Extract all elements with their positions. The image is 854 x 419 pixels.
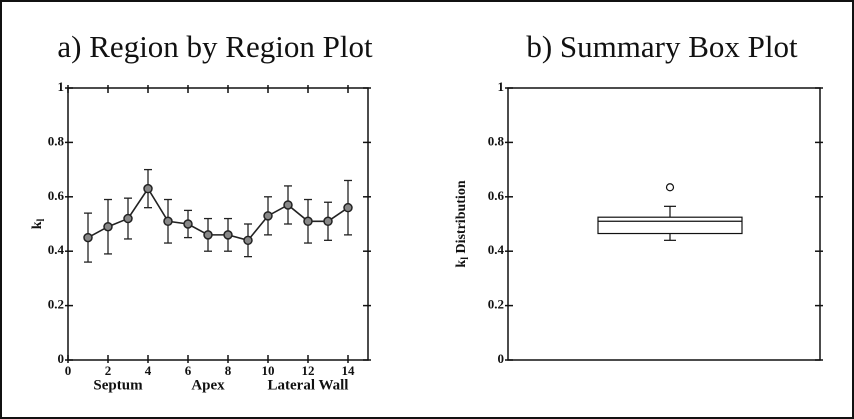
marker — [223, 230, 233, 240]
panel-title: b) Summary Box Plot — [526, 29, 798, 64]
y-tick-label: 0.2 — [488, 297, 504, 312]
y-tick-label: 0.6 — [48, 188, 65, 203]
x-tick-label: 10 — [262, 363, 275, 378]
y-axis-label: kl — [30, 218, 47, 229]
y-label-subscript: l — [36, 218, 47, 221]
marker — [303, 216, 313, 227]
y-tick-label: 1 — [498, 79, 505, 94]
x-tick-label: 0 — [65, 363, 72, 378]
x-tick-label: 6 — [185, 363, 192, 378]
outlier — [665, 183, 675, 192]
x-tick-label: 14 — [342, 363, 356, 378]
x-tick-label: 2 — [105, 363, 112, 378]
x-tick-label: 12 — [302, 363, 315, 378]
y-label-symbol: k — [454, 260, 469, 268]
marker — [83, 232, 93, 243]
y-tick-label: 0.2 — [48, 297, 64, 312]
group-label: Septum — [93, 377, 143, 393]
plot-area — [507, 87, 821, 361]
y-tick-label: 1 — [58, 79, 65, 94]
y-tick-label: 0.4 — [488, 242, 505, 257]
y-tick-label: 0.4 — [48, 242, 65, 257]
plot-area — [67, 87, 369, 361]
marker — [143, 183, 153, 194]
marker — [103, 221, 113, 232]
group-label: Apex — [191, 377, 225, 393]
x-tick-label: 8 — [225, 363, 232, 378]
marker — [283, 200, 293, 210]
marker — [183, 219, 193, 229]
y-tick-label: 0 — [58, 351, 65, 366]
y-label-symbol: k — [30, 221, 45, 229]
marker — [323, 216, 333, 227]
y-tick-label: 0.6 — [488, 188, 505, 203]
x-tick-label: 4 — [145, 363, 152, 378]
y-label-subscript: l — [460, 257, 471, 260]
y-axis-label: kl Distribution — [454, 180, 471, 267]
box — [597, 216, 743, 235]
panel-title: a) Region by Region Plot — [57, 29, 373, 64]
y-label-text: Distribution — [454, 180, 469, 257]
y-tick-label: 0.8 — [488, 133, 505, 148]
marker — [343, 202, 353, 213]
marker — [263, 211, 273, 221]
marker — [203, 230, 213, 240]
marker — [123, 213, 133, 224]
y-tick-label: 0.8 — [48, 133, 65, 148]
marker — [163, 216, 173, 227]
marker — [243, 235, 253, 246]
group-label: Lateral Wall — [268, 377, 349, 393]
y-tick-label: 0 — [498, 351, 505, 366]
